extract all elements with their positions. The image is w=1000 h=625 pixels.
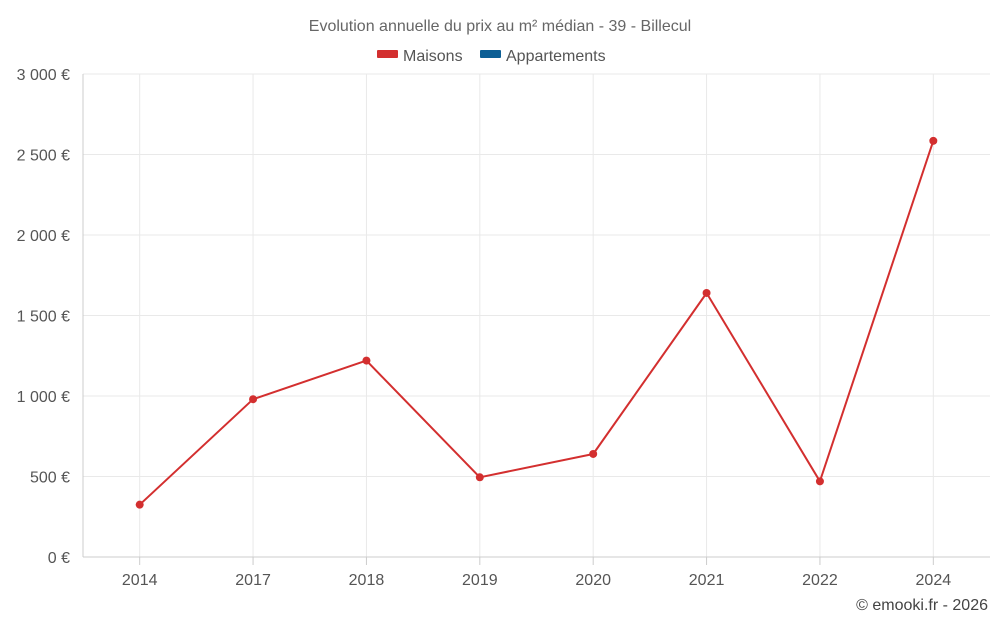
y-tick-label: 0 € [48, 550, 70, 567]
y-tick-label: 1 000 € [17, 389, 70, 406]
legend-item-appartements[interactable]: Appartements [480, 48, 606, 65]
legend-swatch-maisons [377, 50, 398, 58]
data-point-maisons[interactable] [815, 477, 824, 486]
x-tick-label: 2022 [802, 572, 838, 589]
data-point-maisons[interactable] [135, 500, 144, 509]
x-tick-label: 2018 [349, 572, 385, 589]
x-tick-label: 2014 [122, 572, 158, 589]
x-tick-label: 2019 [462, 572, 498, 589]
legend-swatch-appartements [480, 50, 501, 58]
plot-area: 0 € 500 € 1 000 € 1 500 € 2 000 € 2 500 € 3 00… [17, 67, 990, 589]
data-point-maisons[interactable] [589, 449, 598, 458]
y-tick-label: 500 € [30, 470, 70, 487]
data-point-maisons[interactable] [362, 356, 371, 365]
x-tick-label: 2024 [916, 572, 952, 589]
y-tick-label: 1 500 € [17, 309, 70, 326]
y-axis: 0 € 500 € 1 000 € 1 500 € 2 000 € 2 500 € 3 00… [17, 67, 84, 567]
data-point-maisons[interactable] [249, 395, 258, 404]
data-point-maisons[interactable] [929, 136, 938, 145]
y-gridlines [83, 73, 990, 477]
legend: Maisons Appartements [377, 48, 606, 65]
x-axis: 2014 2017 2018 2019 2020 2021 2022 2024 [83, 556, 990, 589]
chart-title: Evolution annuelle du prix au m² médian … [309, 18, 691, 35]
x-tick-label: 2021 [689, 572, 725, 589]
y-tick-label: 3 000 € [17, 67, 70, 84]
series-line-maisons [139, 140, 935, 506]
legend-item-maisons[interactable]: Maisons [377, 48, 463, 65]
legend-label-appartements: Appartements [506, 48, 606, 65]
y-tick-label: 2 000 € [17, 228, 70, 245]
credit-text: © emooki.fr - 2026 [856, 597, 988, 614]
x-tick-label: 2017 [235, 572, 271, 589]
data-point-maisons[interactable] [702, 288, 711, 297]
data-point-maisons[interactable] [475, 473, 484, 482]
legend-label-maisons: Maisons [403, 48, 463, 65]
series-maisons [135, 136, 938, 509]
x-tick-label: 2020 [575, 572, 611, 589]
y-tick-label: 2 500 € [17, 148, 70, 165]
